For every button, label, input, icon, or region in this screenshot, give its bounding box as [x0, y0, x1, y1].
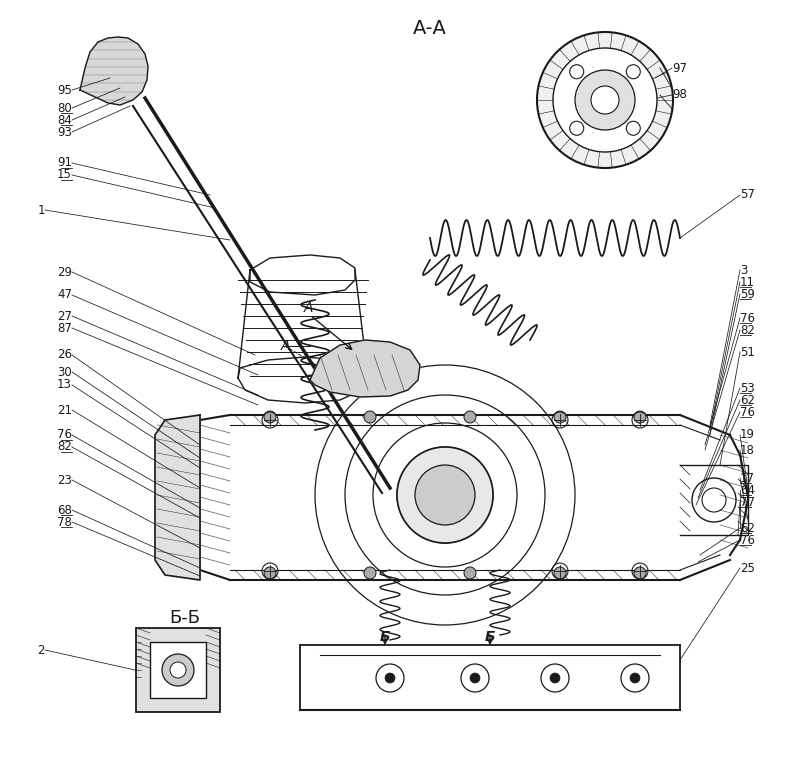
Circle shape	[634, 411, 646, 423]
Polygon shape	[80, 37, 148, 105]
Text: 82: 82	[740, 324, 755, 337]
Circle shape	[470, 673, 480, 683]
Circle shape	[570, 121, 584, 135]
Text: 47: 47	[57, 289, 72, 302]
Text: 2: 2	[38, 643, 45, 656]
Text: 76: 76	[740, 406, 755, 418]
Text: 27: 27	[57, 310, 72, 323]
Text: Б: Б	[485, 630, 495, 644]
Text: 21: 21	[57, 404, 72, 417]
Text: 13: 13	[57, 379, 72, 392]
Text: Б-Б: Б-Б	[170, 609, 201, 627]
Text: А: А	[280, 339, 290, 353]
Text: Б: Б	[380, 630, 390, 644]
Text: 25: 25	[740, 562, 755, 574]
Text: 76: 76	[740, 311, 755, 324]
Text: 95: 95	[57, 84, 72, 96]
Text: 80: 80	[58, 102, 72, 115]
Circle shape	[162, 654, 194, 686]
Text: 57: 57	[740, 189, 755, 202]
Text: 59: 59	[740, 287, 755, 300]
Text: 76: 76	[740, 534, 755, 546]
Circle shape	[570, 64, 584, 78]
FancyBboxPatch shape	[136, 628, 220, 712]
Text: 76: 76	[57, 428, 72, 442]
Polygon shape	[310, 340, 420, 397]
Circle shape	[464, 411, 476, 423]
Text: 29: 29	[57, 265, 72, 279]
Circle shape	[364, 411, 376, 423]
Text: 78: 78	[57, 515, 72, 528]
Text: 82: 82	[57, 441, 72, 453]
Circle shape	[170, 662, 186, 678]
Text: 62: 62	[740, 393, 755, 407]
Text: 1: 1	[38, 203, 45, 217]
Text: 68: 68	[57, 504, 72, 517]
Text: 15: 15	[57, 168, 72, 182]
Text: 98: 98	[672, 88, 687, 102]
Text: 84: 84	[57, 113, 72, 126]
Text: А: А	[303, 301, 313, 315]
Circle shape	[554, 411, 566, 423]
Text: 17: 17	[740, 472, 755, 484]
Circle shape	[464, 567, 476, 579]
Circle shape	[626, 121, 640, 135]
Circle shape	[626, 64, 640, 78]
Circle shape	[634, 567, 646, 579]
Circle shape	[264, 411, 276, 423]
Text: 93: 93	[57, 126, 72, 138]
Circle shape	[415, 465, 475, 525]
Text: А-А: А-А	[413, 19, 447, 37]
Text: 91: 91	[57, 157, 72, 169]
Circle shape	[554, 567, 566, 579]
Circle shape	[385, 673, 395, 683]
Text: 64: 64	[740, 483, 755, 497]
Circle shape	[550, 673, 560, 683]
Text: 62: 62	[740, 521, 755, 535]
Circle shape	[264, 567, 276, 579]
Text: 26: 26	[57, 348, 72, 362]
Text: 19: 19	[740, 428, 755, 442]
Text: 97: 97	[672, 61, 687, 74]
Text: 53: 53	[740, 382, 754, 394]
Text: 51: 51	[740, 345, 755, 359]
Text: 77: 77	[740, 496, 755, 508]
Text: 3: 3	[740, 264, 747, 276]
Circle shape	[575, 70, 635, 130]
Text: 11: 11	[740, 275, 755, 289]
Polygon shape	[155, 415, 200, 580]
Circle shape	[591, 86, 619, 114]
Text: 87: 87	[57, 321, 72, 334]
FancyBboxPatch shape	[150, 642, 206, 698]
Text: 23: 23	[57, 473, 72, 487]
Text: 18: 18	[740, 444, 755, 456]
Circle shape	[397, 447, 493, 543]
Circle shape	[630, 673, 640, 683]
Circle shape	[553, 48, 657, 152]
Text: 30: 30	[58, 365, 72, 379]
Circle shape	[364, 567, 376, 579]
Circle shape	[537, 32, 673, 168]
